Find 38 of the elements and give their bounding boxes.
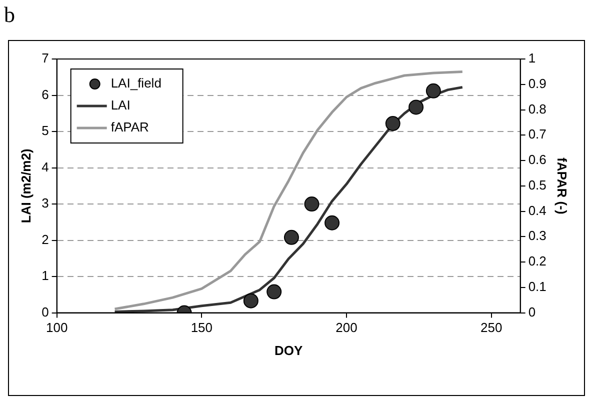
x-tick-label: 100 bbox=[46, 320, 68, 336]
y2-tick-label: 1 bbox=[528, 50, 536, 66]
x-tick-label: 250 bbox=[480, 320, 502, 336]
y-axis-title: LAI (m2/m2) bbox=[18, 148, 34, 224]
point bbox=[408, 100, 424, 115]
y2-tick-label: 0.5 bbox=[528, 177, 546, 192]
y2-tick-label: 0.6 bbox=[528, 152, 546, 168]
y-tick-label: 3 bbox=[42, 196, 49, 211]
y2-tick-label: 0.3 bbox=[528, 228, 546, 244]
point bbox=[324, 215, 340, 230]
y-tick-label: 5 bbox=[42, 123, 49, 138]
point bbox=[266, 284, 282, 300]
legend-label: fAPAR bbox=[110, 120, 149, 135]
legend-label: LAI bbox=[110, 98, 130, 113]
text: b bbox=[4, 2, 15, 28]
x-tick-label: 150 bbox=[190, 320, 213, 336]
x-tick-label: 200 bbox=[336, 320, 358, 336]
y-tick-label: 7 bbox=[42, 50, 49, 66]
y2-axis-title: fAPAR (-) bbox=[554, 157, 570, 214]
y2-tick-label: 0.1 bbox=[528, 279, 546, 294]
y2-tick-label: 0.2 bbox=[528, 254, 546, 269]
y2-tick-label: 0.8 bbox=[528, 101, 546, 116]
point bbox=[385, 116, 400, 132]
legend-label: LAI_field bbox=[110, 76, 162, 91]
y-tick-label: 6 bbox=[42, 86, 49, 102]
y2-tick-label: 0.7 bbox=[528, 126, 546, 142]
y-tick-label: 4 bbox=[42, 159, 49, 174]
y-tick-label: 1 bbox=[42, 268, 49, 284]
x-axis-title: DOY bbox=[274, 342, 303, 358]
point bbox=[284, 230, 299, 245]
y2-tick-label: 0.4 bbox=[528, 202, 546, 218]
point bbox=[304, 196, 320, 212]
y2-tick-label: 0.9 bbox=[528, 76, 546, 91]
point bbox=[426, 83, 441, 98]
y-tick-label: 0 bbox=[42, 304, 49, 320]
y2-tick-label: 0 bbox=[528, 304, 536, 320]
point bbox=[243, 293, 258, 308]
y-tick-label: 2 bbox=[42, 232, 49, 247]
